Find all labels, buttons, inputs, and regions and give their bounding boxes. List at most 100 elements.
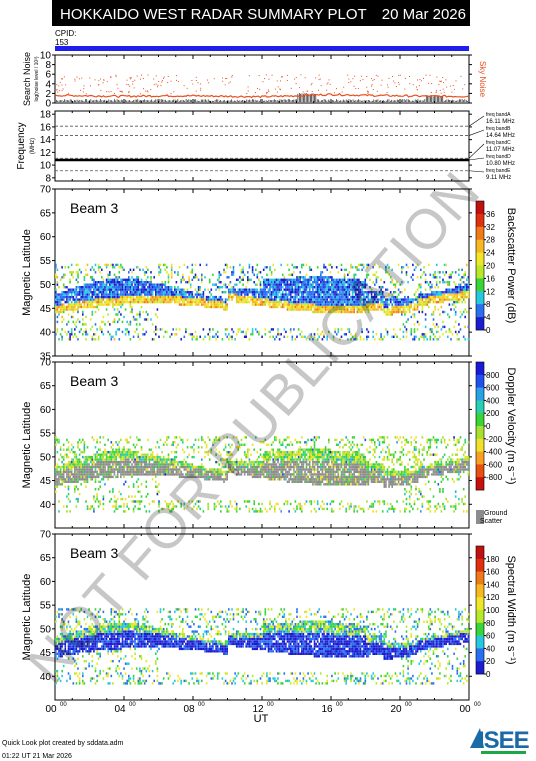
beam-cell	[96, 470, 98, 474]
beam-cell	[83, 460, 86, 464]
beam-cell	[91, 463, 94, 466]
beam-cell	[329, 295, 332, 299]
beam-cell	[189, 295, 192, 299]
beam-cell	[385, 310, 387, 314]
noise-point	[85, 93, 87, 95]
beam-cell	[59, 295, 62, 299]
noise-point	[147, 74, 149, 76]
beam-cell	[347, 288, 349, 291]
beam-cell	[132, 500, 135, 503]
beam-cell	[308, 305, 311, 309]
beam-cell	[110, 446, 113, 449]
noise-point	[175, 75, 177, 77]
beam-cell	[97, 505, 100, 508]
beam-cell	[82, 298, 84, 301]
beam-cell	[305, 281, 308, 284]
beam-cell	[286, 308, 289, 311]
beam-cell	[139, 295, 141, 299]
beam-cell	[348, 288, 351, 291]
beam-cell	[77, 441, 79, 444]
beam-cell	[443, 273, 446, 276]
beam-cell	[281, 281, 284, 284]
beam-cell	[59, 483, 62, 486]
beam-cell	[83, 293, 86, 296]
beam-cell	[199, 286, 201, 289]
beam-cell	[429, 338, 432, 341]
beam-cell	[172, 502, 174, 506]
beam-cell	[80, 288, 82, 291]
beam-cell	[240, 288, 243, 291]
beam-cell	[224, 283, 227, 286]
beam-cell	[215, 305, 217, 309]
beam-cell	[126, 460, 128, 464]
beam-cell	[335, 286, 338, 289]
beam-cell	[453, 291, 455, 294]
beam-cell	[307, 295, 309, 299]
beam-cell	[86, 468, 89, 471]
beam-cell	[348, 305, 351, 309]
beam-cell	[466, 278, 468, 281]
beam-cell	[281, 278, 284, 281]
beam-cell	[385, 288, 387, 291]
beam-cell	[285, 286, 287, 289]
beam-panel-2-ytick-label: 60	[40, 405, 52, 416]
beam-cell	[347, 281, 349, 284]
beam-cell	[77, 460, 79, 464]
beam-cell	[385, 313, 387, 316]
beam-cell	[280, 288, 282, 291]
beam-cell	[312, 303, 314, 306]
beam-cell	[289, 281, 292, 284]
beam-cell	[145, 468, 148, 471]
beam-cell	[77, 458, 79, 461]
beam-cell	[93, 338, 95, 341]
beam-cell	[299, 271, 301, 274]
beam-cell	[75, 303, 78, 306]
noise-point	[304, 77, 306, 79]
beam-cell	[358, 310, 360, 314]
beam-cell	[464, 283, 466, 286]
noise-point	[446, 86, 448, 88]
beam-cell	[224, 291, 227, 294]
noise-ytick-label: 8	[45, 60, 51, 71]
beam-cell	[191, 271, 194, 274]
beam-cell	[267, 295, 270, 299]
beam-cell	[69, 475, 71, 479]
beam-cell	[148, 463, 151, 466]
beam-cell	[120, 505, 122, 508]
beam-cell	[353, 286, 355, 289]
beam-cell	[408, 298, 411, 301]
beam-cell	[128, 441, 130, 444]
beam-cell	[435, 330, 438, 334]
beam-cell	[69, 335, 71, 338]
beam-cell	[174, 288, 176, 291]
beam-cell	[158, 502, 160, 506]
beam-cell	[315, 276, 317, 279]
beam-cell	[218, 305, 221, 309]
beam-panel-1-ytick-label: 40	[40, 328, 52, 339]
beam-cell	[393, 308, 395, 311]
beam-cell	[129, 338, 132, 341]
beam-cell	[342, 286, 344, 289]
beam-cell	[129, 281, 132, 284]
beam-cell	[69, 291, 71, 294]
beam-cell	[188, 278, 190, 281]
beam-cell	[115, 463, 117, 466]
beam-cell	[113, 505, 116, 508]
beam-cell	[401, 298, 403, 301]
beam-cell	[153, 276, 155, 279]
beam-cell	[94, 305, 97, 309]
beam-cell	[283, 281, 286, 284]
beam-cell	[105, 283, 108, 286]
noise-point	[213, 78, 215, 80]
beam-cell	[124, 278, 127, 281]
beam-cell	[104, 473, 106, 476]
beam-cell	[148, 460, 151, 464]
beam-cell	[185, 295, 187, 299]
beam-cell	[366, 303, 368, 306]
beam-cell	[82, 465, 84, 469]
beam-cell	[343, 293, 346, 296]
beam-cell	[159, 473, 162, 476]
beam-cell	[345, 305, 347, 309]
beam-cell	[324, 281, 327, 284]
beam-cell	[194, 273, 197, 276]
